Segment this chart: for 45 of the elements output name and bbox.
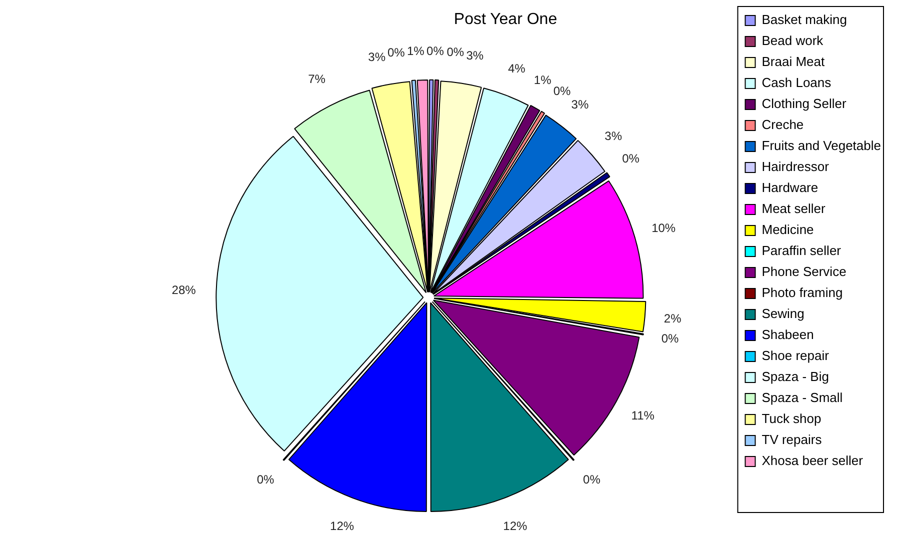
data-label: 4% xyxy=(508,61,526,76)
legend-label: TV repairs xyxy=(762,432,822,448)
data-label: 3% xyxy=(368,50,386,64)
data-label: 3% xyxy=(604,129,622,144)
legend-label: Spaza - Small xyxy=(762,390,843,406)
data-label: 0% xyxy=(583,472,601,487)
data-label: 10% xyxy=(652,220,676,235)
legend-label: Clothing Seller xyxy=(762,96,847,112)
legend-label: Tuck shop xyxy=(762,411,822,426)
legend-label: Fruits and Vegetable xyxy=(762,138,882,154)
data-label: 0% xyxy=(622,152,640,166)
data-label: 3% xyxy=(466,48,484,63)
legend-label: Meat seller xyxy=(762,201,826,216)
legend-label: Paraffin seller xyxy=(762,243,842,258)
data-label: 2% xyxy=(664,311,682,326)
data-label: 7% xyxy=(308,72,326,86)
data-label: 12% xyxy=(330,519,354,534)
data-label: 0% xyxy=(446,44,464,59)
legend-label: Photo framing xyxy=(762,285,843,300)
legend-label: Xhosa beer seller xyxy=(762,453,864,468)
legend-label: Shabeen xyxy=(762,327,814,342)
data-label: 1% xyxy=(534,72,552,87)
legend-label: Hairdressor xyxy=(762,159,830,174)
data-label: 0% xyxy=(661,331,680,346)
data-label: 12% xyxy=(503,519,528,534)
legend-label: Spaza - Big xyxy=(762,369,829,384)
data-label: 0% xyxy=(426,44,444,58)
legend-label: Sewing xyxy=(762,306,804,322)
legend-label: Braai Meat xyxy=(762,54,825,70)
data-label: 11% xyxy=(631,408,655,423)
legend-label: Cash Loans xyxy=(762,75,832,90)
data-label: 3% xyxy=(571,97,589,112)
chart-title: Post Year One xyxy=(454,11,558,28)
legend-label: Shoe repair xyxy=(762,348,830,364)
legend-label: Phone Service xyxy=(762,264,846,280)
data-label: 28% xyxy=(172,282,196,297)
data-label: 1% xyxy=(407,44,425,58)
legend-label: Creche xyxy=(762,117,804,132)
legend-label: Hardware xyxy=(762,180,818,196)
legend-label: Bead work xyxy=(762,33,824,48)
data-label: 0% xyxy=(256,472,275,487)
data-label: 0% xyxy=(388,46,406,60)
legend-label: Basket making xyxy=(762,12,848,28)
legend-label: Medicine xyxy=(762,222,814,238)
data-label: 0% xyxy=(553,84,572,98)
